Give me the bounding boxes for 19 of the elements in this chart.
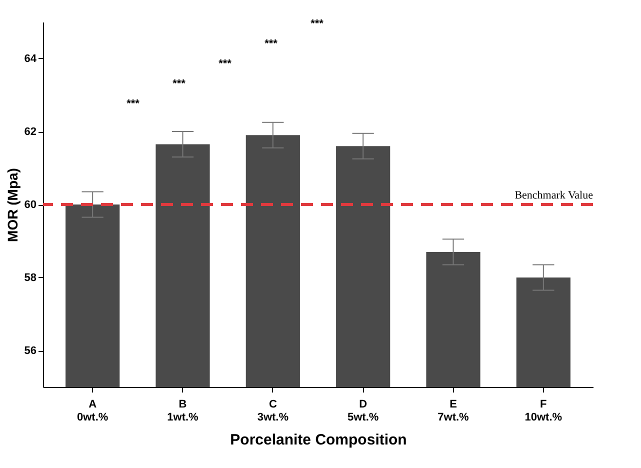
annotation: *** [218, 58, 232, 70]
annotation: *** [172, 78, 186, 90]
x-tick-label: F 10wt.% [524, 398, 562, 424]
y-tick-label: 64 [24, 53, 38, 65]
y-tick-label: 60 [24, 199, 36, 211]
x-axis-title: Porcelanite Composition [230, 432, 407, 448]
y-axis-title: MOR (Mpa) [4, 168, 20, 242]
x-tick-label: B 1wt.% [167, 398, 199, 424]
ref-line-label: Benchmark Value [514, 190, 594, 202]
x-tick-label: E 7wt.% [438, 398, 470, 424]
y-tick-label: 56 [24, 345, 36, 357]
annotation: *** [264, 38, 278, 50]
x-tick-label: A 0wt.% [76, 398, 108, 424]
annotation: *** [310, 18, 324, 30]
x-tick-label: D 5wt.% [347, 398, 379, 424]
y-tick-label: 58 [24, 272, 36, 284]
annotation: *** [126, 98, 140, 110]
y-tick-label: 62 [24, 126, 36, 138]
x-tick-label: C 3wt.% [257, 398, 289, 424]
